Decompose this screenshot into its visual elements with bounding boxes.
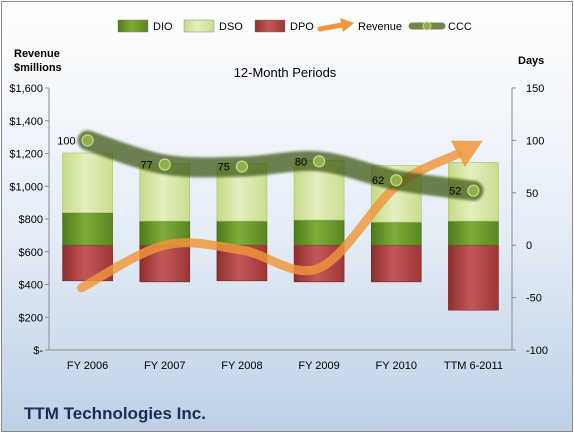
left-tick-label: $1,200: [9, 149, 43, 161]
right-tick-label: 0: [526, 240, 532, 252]
bar-dio: [62, 212, 113, 246]
left-tick-label: $600: [19, 247, 43, 259]
right-tick-label: -100: [526, 345, 548, 357]
legend-swatch-dso: [183, 19, 215, 33]
legend-swatch-dio: [117, 19, 149, 33]
x-tick-label: FY 2006: [67, 360, 108, 372]
x-tick-label: FY 2009: [298, 360, 339, 372]
bar-dso: [62, 152, 113, 214]
left-tick-label: $400: [19, 280, 43, 292]
bar-dio: [216, 220, 268, 246]
ccc-point: [235, 160, 249, 173]
bar-dio: [448, 220, 499, 246]
legend-label-revenue: Revenue: [358, 21, 402, 33]
chart-title: 12-Month Periods: [234, 65, 337, 80]
left-axis-title: $millions: [14, 62, 62, 74]
legend-label-dio: DIO: [153, 21, 173, 33]
legend-swatch-ccc-marker: [422, 21, 432, 31]
ccc-point: [467, 184, 480, 197]
left-tick-label: $1,400: [9, 116, 43, 128]
legend-label-dso: DSO: [219, 21, 243, 33]
ccc-data-label: 80: [295, 156, 307, 168]
left-tick-label: $-: [33, 345, 43, 357]
right-tick-label: 50: [526, 188, 538, 200]
ccc-data-label: 100: [57, 135, 75, 147]
ccc-point: [81, 134, 94, 147]
legend-label-ccc: CCC: [448, 21, 472, 33]
left-tick-label: $1,000: [9, 181, 43, 193]
company-name: TTM Technologies Inc.: [24, 404, 206, 423]
bar-dio: [293, 219, 345, 246]
ccc-point: [158, 158, 171, 171]
right-tick-label: 150: [526, 83, 544, 95]
ccc-data-label: 77: [141, 160, 153, 172]
ccc-point: [390, 174, 403, 187]
right-tick-label: -50: [526, 293, 542, 305]
bar-dpo: [448, 244, 499, 311]
x-tick-label: FY 2010: [376, 360, 417, 372]
right-tick-label: 100: [526, 135, 544, 147]
revenue-arrowhead: [450, 140, 483, 168]
legend-swatch-dpo: [254, 19, 286, 33]
legend-swatch-revenue: [317, 22, 345, 32]
ccc-point: [312, 155, 326, 168]
ccc-data-label: 62: [372, 175, 384, 187]
legend-swatch-revenue-head: [340, 18, 354, 32]
bar-dpo: [370, 244, 422, 283]
x-tick-label: FY 2007: [144, 360, 185, 372]
left-axis-title: Revenue: [14, 48, 60, 60]
left-tick-label: $200: [19, 312, 43, 324]
x-tick-label: TTM 6-2011: [444, 360, 503, 372]
ccc-data-label: 75: [218, 162, 230, 174]
bar-dio: [370, 221, 422, 246]
ccc-data-label: 52: [449, 186, 461, 198]
left-tick-label: $800: [19, 214, 43, 226]
x-tick-label: FY 2008: [221, 360, 262, 372]
legend-label-dpo: DPO: [290, 21, 314, 33]
left-tick-label: $1,600: [9, 83, 43, 95]
right-axis-title: Days: [518, 55, 544, 67]
ccc-line: [77, 130, 484, 201]
